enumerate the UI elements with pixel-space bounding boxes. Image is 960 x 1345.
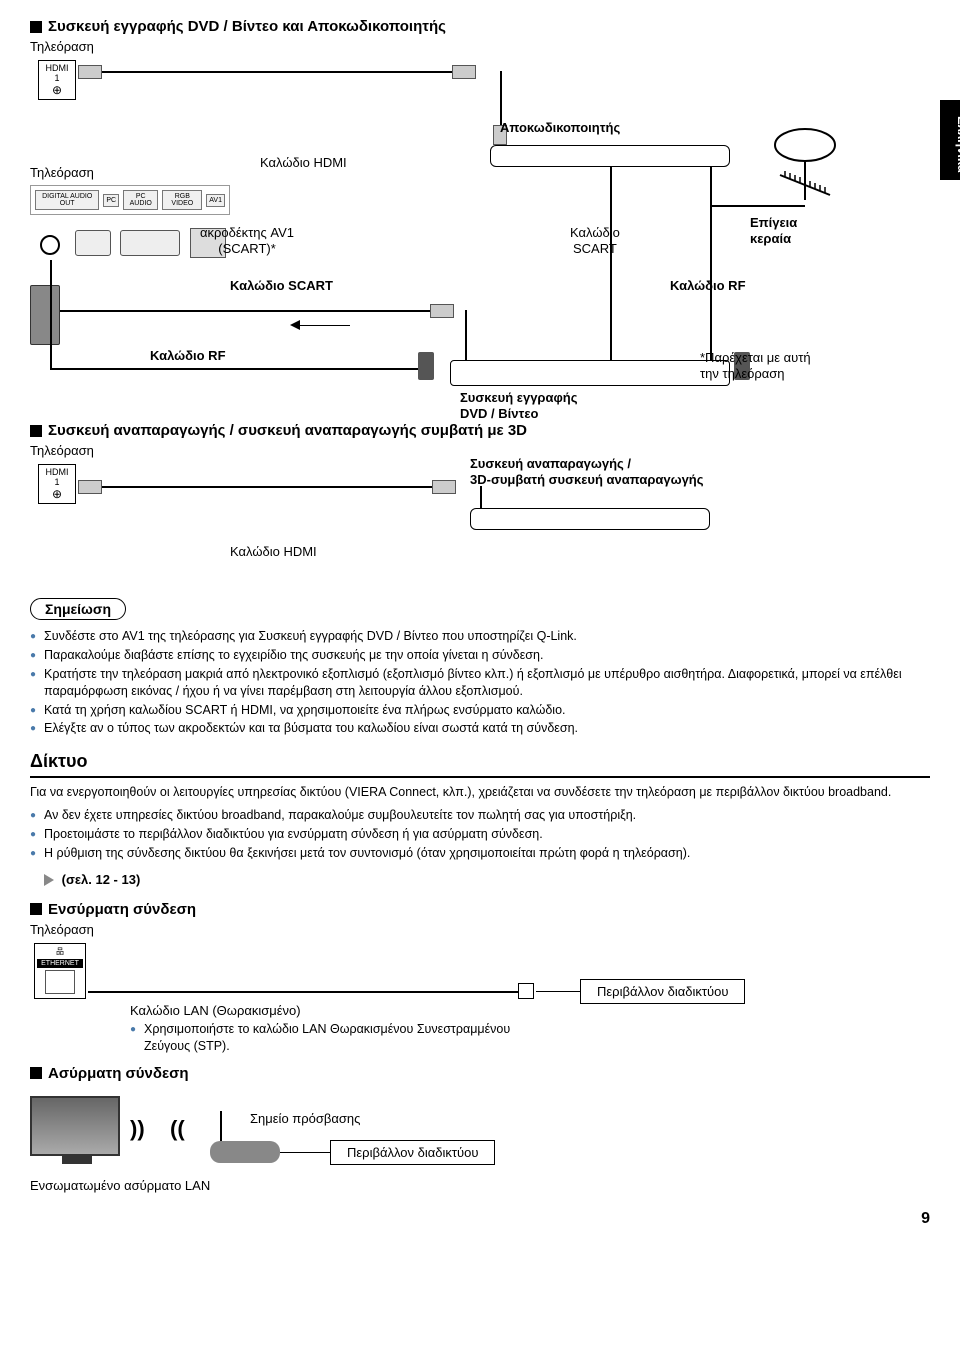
network-intro: Για να ενεργοποιηθούν οι λειτουργίες υπη…	[30, 784, 930, 801]
hdmi2-plug-l	[78, 480, 102, 494]
lan-cable	[88, 991, 518, 993]
ap-label: Σημείο πρόσβασης	[250, 1111, 360, 1127]
round-port	[40, 235, 60, 255]
hdmi2-v	[480, 486, 482, 508]
hdmi2-plug-r	[432, 480, 456, 494]
network-heading: Δίκτυο	[30, 751, 930, 778]
arrow-icon	[44, 874, 54, 886]
player-box	[470, 508, 710, 530]
diagram-wireless: )) (( Σημείο πρόσβασης Περιβάλλον διαδικ…	[30, 1086, 930, 1206]
hdmi-plug-l	[78, 65, 102, 79]
section2-heading: Συσκευή αναπαραγωγής / συσκευή αναπαραγω…	[30, 422, 930, 439]
lan-plug	[518, 983, 534, 999]
ethernet-port: 品 ETHERNET	[34, 943, 86, 999]
hdmi-cable-line	[102, 71, 452, 73]
hdmi-plug-r	[452, 65, 476, 79]
note-item: Παρακαλούμε διαβάστε επίσης το εγχειρίδι…	[30, 647, 930, 664]
rf-h1	[710, 205, 805, 207]
rf-r-label: Καλώδιο RF	[670, 278, 746, 294]
rf-v2	[50, 260, 52, 370]
scart-socket	[30, 285, 60, 345]
diagram-wired: 品 ETHERNET Καλώδιο LAN (Θωρακισμένο) Χρη…	[30, 943, 930, 1053]
section1-tv-top: Τηλεόραση	[30, 39, 930, 54]
lan-note: Χρησιμοποιήστε το καλώδιο LAN Θωρακισμέν…	[130, 1021, 530, 1055]
wireless-env: Περιβάλλον διαδικτύου	[330, 1140, 495, 1165]
audio-jack	[75, 230, 111, 256]
language-tab: Ελληνικά	[940, 100, 960, 180]
antenna-icon	[760, 115, 850, 208]
note-item: Ελέγξτε αν ο τύπος των ακροδεκτών και τα…	[30, 720, 930, 737]
note-item: Κατά τη χρήση καλωδίου SCART ή HDMI, να …	[30, 702, 930, 719]
scart-b-label: Καλώδιο SCART	[230, 278, 333, 294]
access-point-icon	[210, 1141, 280, 1163]
footnote: *Παρέχεται με αυτή την τηλεόραση	[700, 350, 811, 381]
wired-tv: Τηλεόραση	[30, 922, 930, 937]
section1-heading: Συσκευή εγγραφής DVD / Βίντεο και Αποκωδ…	[30, 18, 930, 35]
note-list: Συνδέστε στο AV1 της τηλεόρασης για Συσκ…	[30, 628, 930, 737]
hdmi2-cable	[102, 486, 432, 488]
wireless-heading: Ασύρματη σύνδεση	[30, 1065, 930, 1082]
av1-label: ακροδέκτης AV1 (SCART)*	[200, 225, 294, 256]
note-item: Συνδέστε στο AV1 της τηλεόρασης για Συσκ…	[30, 628, 930, 645]
scart-v2	[465, 310, 467, 360]
diagram-1: HDMI 1 ⊕ Τηλεόραση DIGITAL AUDIO OUT PC …	[30, 60, 930, 410]
network-item: Αν δεν έχετε υπηρεσίες δικτύου broadband…	[30, 807, 930, 824]
rf-l-label: Καλώδιο RF	[150, 348, 226, 364]
lan-label: Καλώδιο LAN (Θωρακισμένο)	[130, 1003, 301, 1019]
network-item: Προετοιμάστε το περιβάλλον διαδικτύου γι…	[30, 826, 930, 843]
rf-to-rec	[710, 267, 712, 360]
port-rgb: RGB VIDEO	[162, 190, 202, 210]
tv-left-label: Τηλεόραση	[30, 165, 94, 181]
wifi-out-icon: ))	[130, 1116, 145, 1142]
scart-plug	[430, 304, 454, 318]
wired-heading: Ενσύρματη σύνδεση	[30, 901, 930, 918]
hdmi-cable-label: Καλώδιο HDMI	[260, 155, 347, 171]
page-number: 9	[921, 1210, 930, 1228]
builtin-label: Ενσωματωμένο ασύρματο LAN	[30, 1178, 210, 1194]
antenna-label: Επίγεια κεραία	[750, 215, 797, 246]
rf-plug-l	[418, 352, 434, 380]
wired-env: Περιβάλλον διαδικτύου	[580, 979, 745, 1004]
port-digital-audio: DIGITAL AUDIO OUT	[35, 190, 99, 210]
player-label: Συσκευή αναπαραγωγής / 3D-συμβατή συσκευ…	[470, 456, 704, 487]
scart-arrow	[290, 320, 300, 330]
port-pc: PC	[103, 194, 119, 207]
hdmi2-cable-label: Καλώδιο HDMI	[230, 544, 317, 560]
decoder-label: Αποκωδικοποιητής	[500, 120, 620, 136]
scart-arrow-line	[300, 325, 350, 326]
lan-to-env	[536, 991, 580, 992]
vga-port	[120, 230, 180, 256]
recorder-box	[450, 360, 730, 386]
diagram-2: HDMI 1 ⊕ Συσκευή αναπαραγωγής / 3D-συμβα…	[30, 464, 930, 574]
scart-h	[60, 310, 430, 312]
page-ref: (σελ. 12 - 13)	[62, 872, 141, 887]
scart-r-label: Καλώδιο SCART	[570, 225, 620, 256]
ap-to-env	[280, 1152, 330, 1153]
tv-icon	[30, 1096, 120, 1156]
network-item: Η ρύθμιση της σύνδεσης δικτύου θα ξεκινή…	[30, 845, 930, 862]
rf-v1	[710, 167, 712, 267]
note-item: Κρατήστε την τηλεόραση μακριά από ηλεκτρ…	[30, 666, 930, 700]
port-av1: AV1	[206, 194, 225, 207]
decoder-box	[490, 145, 730, 167]
port-pcaudio: PC AUDIO	[123, 190, 158, 210]
recorder-label: Συσκευή εγγραφής DVD / Βίντεο	[460, 390, 577, 421]
scart-to-rec	[610, 267, 612, 360]
page-ref-row: (σελ. 12 - 13)	[30, 872, 930, 887]
note-badge: Σημείωση	[30, 598, 126, 620]
wifi-in-icon: ((	[170, 1116, 185, 1142]
hdmi-port-2: HDMI 1 ⊕	[38, 464, 76, 504]
hdmi-port-1: HDMI 1 ⊕	[38, 60, 76, 100]
network-list: Αν δεν έχετε υπηρεσίες δικτύου broadband…	[30, 807, 930, 862]
rf-h2	[50, 368, 420, 370]
